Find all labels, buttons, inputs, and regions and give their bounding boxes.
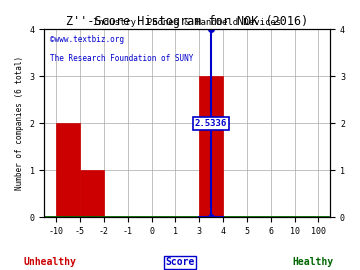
Text: 2.5336: 2.5336: [195, 119, 227, 128]
Y-axis label: Number of companies (6 total): Number of companies (6 total): [15, 56, 24, 190]
Text: The Research Foundation of SUNY: The Research Foundation of SUNY: [50, 54, 193, 63]
Bar: [199, 76, 223, 217]
Text: ©www.textbiz.org: ©www.textbiz.org: [50, 35, 124, 44]
Bar: [80, 170, 104, 217]
Title: Z''-Score Histogram for NOK (2016): Z''-Score Histogram for NOK (2016): [66, 15, 309, 28]
Text: Unhealthy: Unhealthy: [24, 257, 77, 267]
Text: Healthy: Healthy: [293, 257, 334, 267]
Text: Industry: Phones & Handheld Devices: Industry: Phones & Handheld Devices: [93, 18, 282, 27]
Text: Score: Score: [165, 257, 195, 267]
Bar: [56, 123, 80, 217]
